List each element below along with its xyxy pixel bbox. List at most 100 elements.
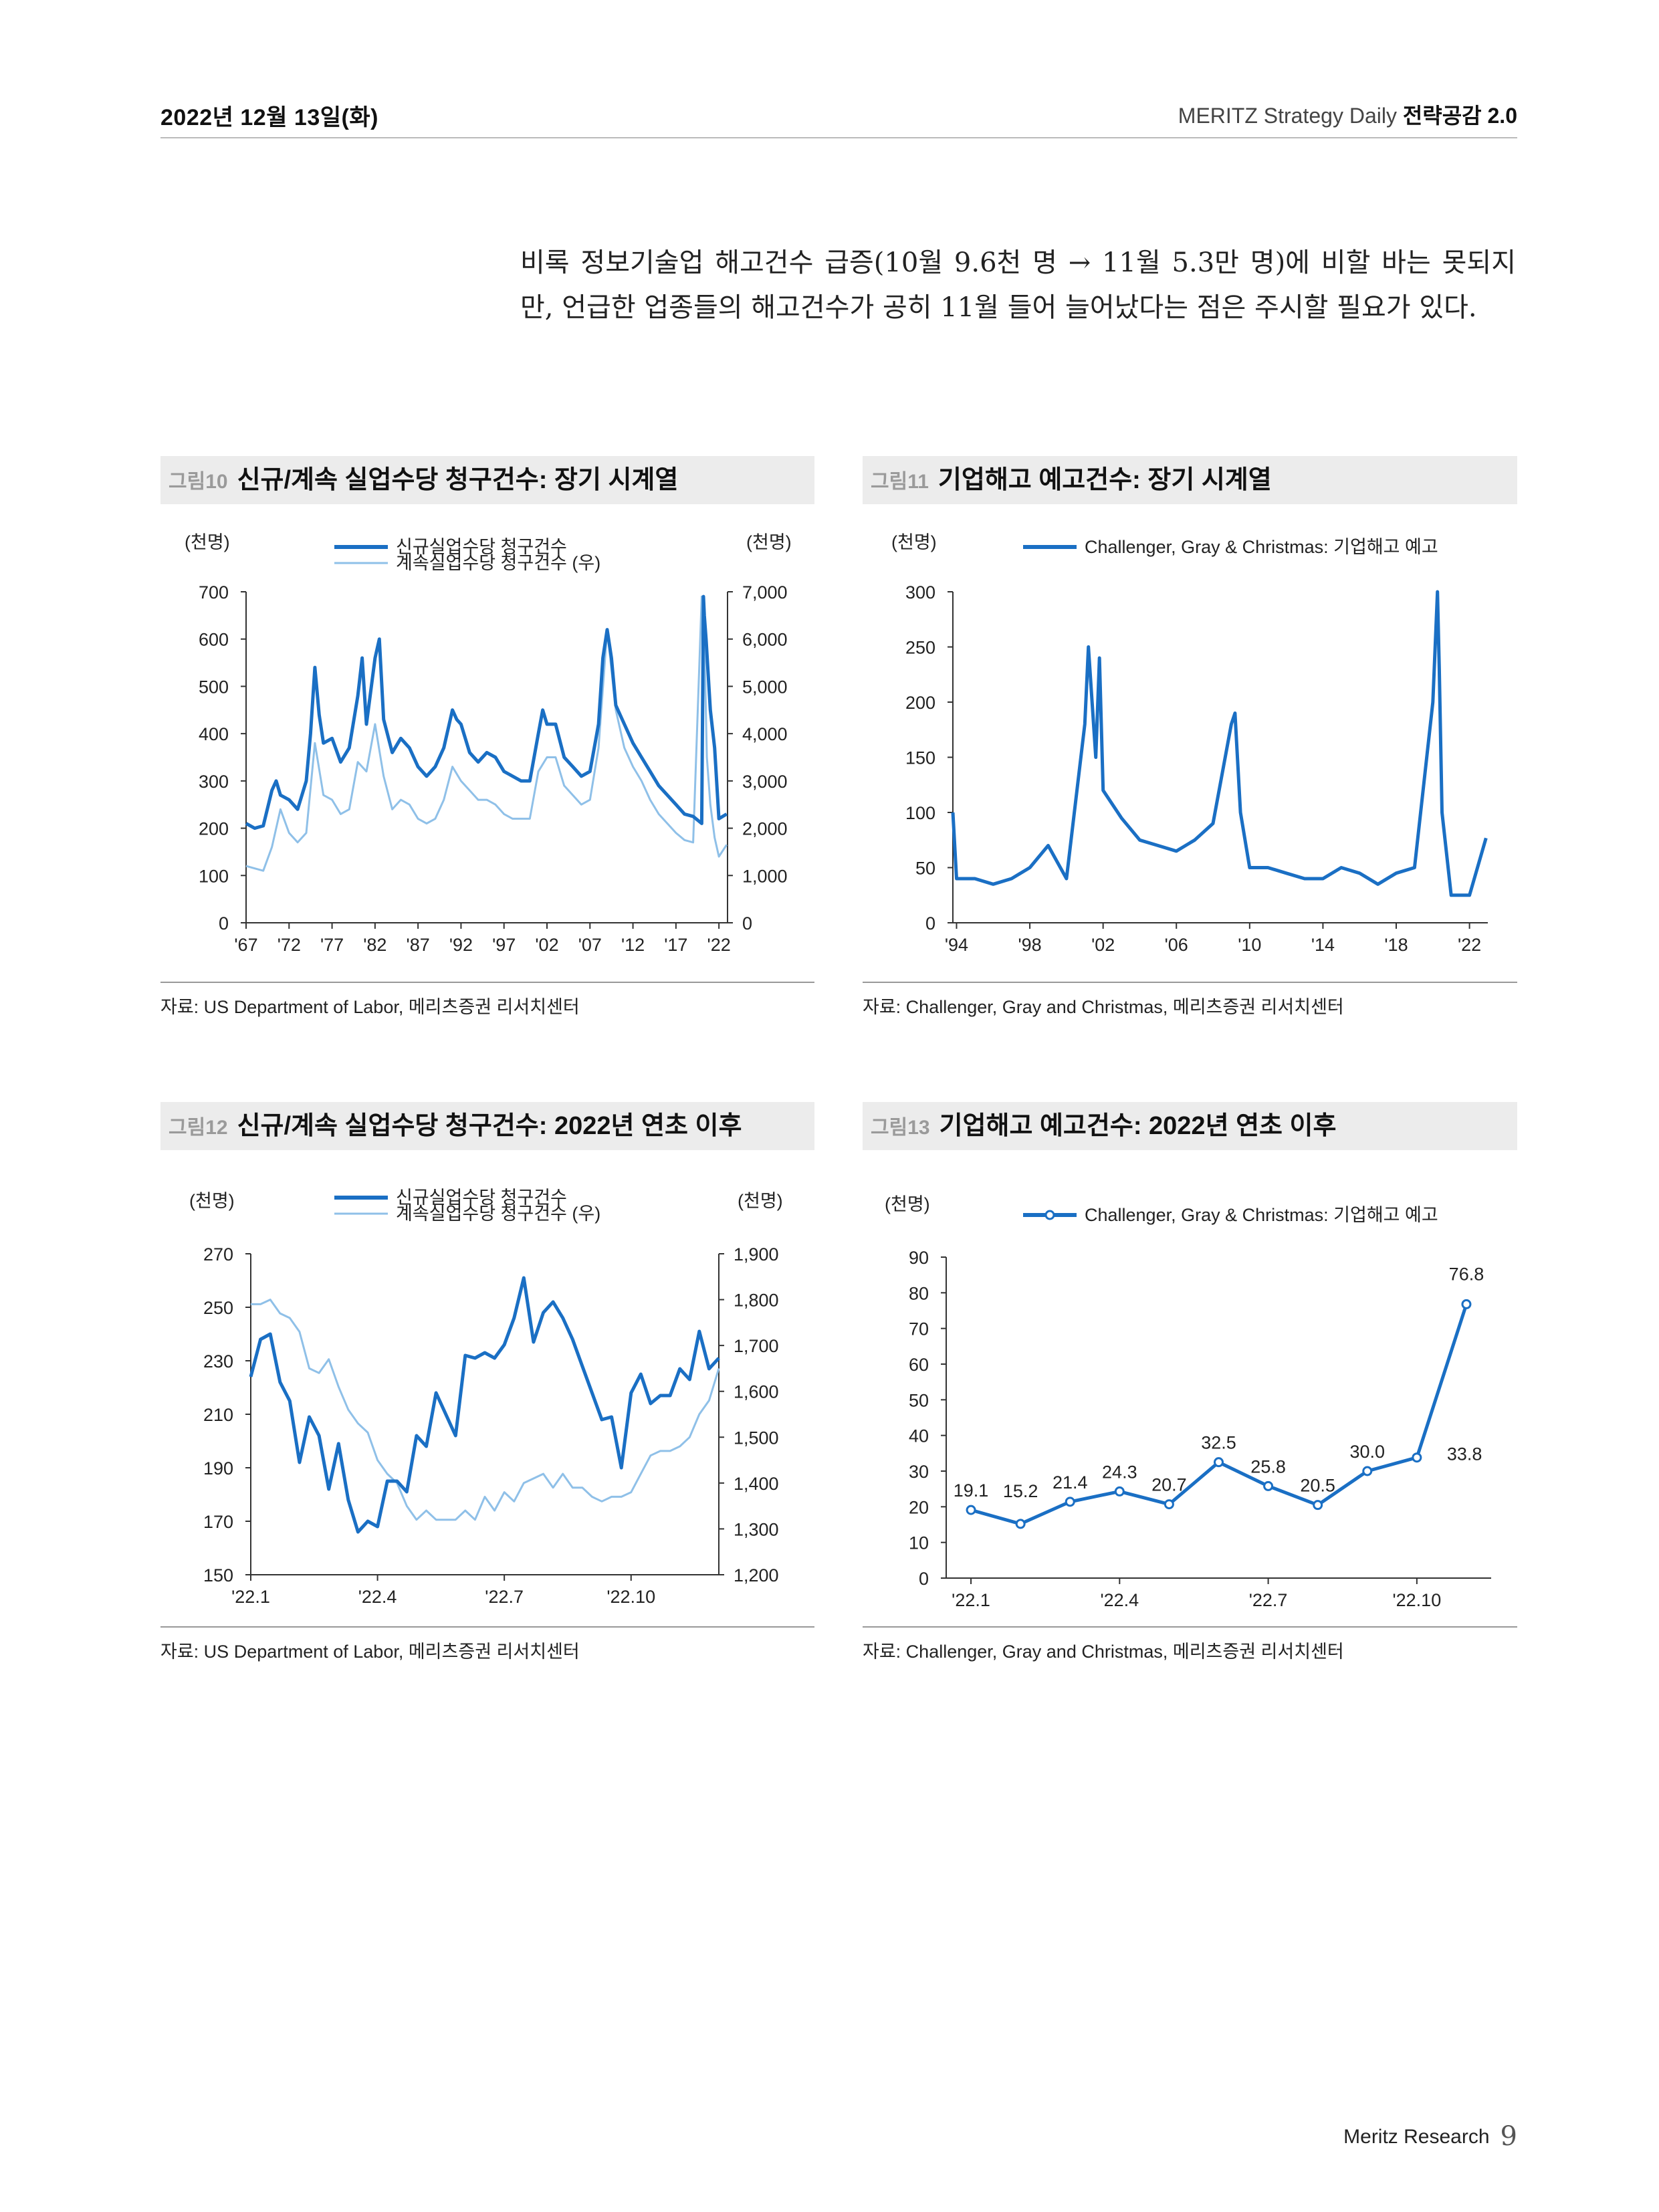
fig12-xtick-label: '22.1	[231, 1587, 270, 1607]
fig13-xtick-label: '22.4	[1100, 1590, 1139, 1610]
fig10-xtick-label: '07	[578, 935, 602, 955]
fig12-ytick-label-right: 1,200	[734, 1565, 779, 1585]
figure-12-number: 그림12	[169, 1117, 228, 1139]
figure-10-number: 그림10	[169, 471, 228, 493]
fig13-xtick-label: '22.10	[1392, 1590, 1441, 1610]
fig10-ytick-label-right: 5,000	[742, 677, 788, 697]
fig10-unit-left: (천명)	[185, 532, 230, 552]
figure-13-title: 그림13 기업해고 예고건수: 2022년 연초 이후	[863, 1102, 1517, 1150]
figure-11-number: 그림11	[871, 471, 929, 493]
fig11-ytick-label-left: 50	[915, 859, 935, 879]
footer-brand: Meritz Research	[1343, 2126, 1490, 2148]
fig11-series-line-0	[951, 590, 1488, 897]
fig10-ytick-label-right: 0	[742, 913, 752, 933]
header-divider	[160, 137, 1517, 138]
series-name: 전략공감 2.0	[1402, 104, 1517, 128]
fig12-ytick-label-right: 1,600	[734, 1382, 779, 1402]
fig11-ytick-label-left: 300	[905, 582, 935, 602]
fig13-ytick-label-left: 80	[909, 1283, 929, 1303]
fig12-ytick-label-right: 1,800	[734, 1291, 779, 1311]
fig13-unit-left: (천명)	[885, 1194, 930, 1214]
figure-11-title: 그림11 기업해고 예고건수: 장기 시계열	[863, 456, 1517, 504]
fig10-xtick-label: '17	[664, 935, 687, 955]
fig13-data-label: 19.1	[954, 1480, 989, 1501]
fig13-ytick-label-left: 40	[909, 1426, 929, 1446]
fig10-xtick-label: '02	[535, 935, 558, 955]
fig13-xtick-label: '22.1	[952, 1590, 990, 1610]
fig13-point	[1164, 1499, 1174, 1510]
fig13-point	[1362, 1466, 1373, 1476]
fig12-ytick-label-right: 1,400	[734, 1474, 779, 1494]
fig13-ytick-label-left: 30	[909, 1462, 929, 1482]
figure-10-source: 자료: US Department of Labor, 메리츠증권 리서치센터	[160, 982, 814, 1018]
figure-11-source: 자료: Challenger, Gray and Christmas, 메리츠증…	[863, 982, 1517, 1018]
fig13-ytick-label-left: 70	[909, 1319, 929, 1339]
fig11-xtick-label: '98	[1018, 935, 1041, 955]
figure-10-title-text: 신규/계속 실업수당 청구건수: 장기 시계열	[237, 466, 679, 494]
figure-11-title-text: 기업해고 예고건수: 장기 시계열	[937, 466, 1272, 494]
fig13-data-label: 20.5	[1300, 1476, 1335, 1496]
fig12-ytick-label-right: 1,500	[734, 1428, 779, 1448]
body-paragraph: 비록 정보기술업 해고건수 급증(10월 9.6천 명 → 11월 5.3만 명…	[520, 247, 1516, 323]
header-date: 2022년 12월 13일(화)	[160, 105, 378, 130]
fig13-point	[1461, 1299, 1472, 1309]
fig11-ytick-label-left: 0	[925, 913, 935, 933]
fig10-xtick-label: '77	[320, 935, 344, 955]
fig12-series-line-0	[249, 1276, 720, 1534]
fig11-xtick-label: '06	[1165, 935, 1188, 955]
fig10-ytick-label-left: 500	[199, 677, 229, 697]
fig13-ytick-label-left: 0	[919, 1569, 929, 1589]
fig13-data-label: 32.5	[1201, 1433, 1236, 1453]
fig11-xtick-label: '22	[1458, 935, 1481, 955]
fig10-ytick-label-right: 7,000	[742, 582, 788, 602]
page-number: 9	[1500, 2121, 1517, 2152]
fig10-xtick-label: '67	[234, 935, 257, 955]
fig13-point	[966, 1505, 976, 1515]
fig10-ytick-label-left: 200	[199, 819, 229, 839]
fig12-ytick-label-left: 270	[203, 1244, 233, 1264]
fig13-data-label: 30.0	[1349, 1442, 1385, 1462]
fig10-ytick-label-right: 4,000	[742, 724, 788, 744]
fig13-ytick-label-left: 50	[909, 1390, 929, 1410]
fig13-data-label: 15.2	[1003, 1481, 1038, 1501]
fig10-unit-right: (천명)	[746, 532, 792, 552]
fig12-ytick-label-right: 1,700	[734, 1336, 779, 1356]
figure-13-number: 그림13	[871, 1117, 930, 1139]
fig13-point	[1263, 1480, 1274, 1491]
fig10-legend-label: 신규실업수당 청구건수	[396, 537, 567, 557]
fig13-data-label: 76.8	[1449, 1264, 1484, 1284]
fig12-ytick-label-left: 150	[203, 1565, 233, 1585]
fig12-unit-right: (천명)	[738, 1191, 783, 1211]
fig12-ytick-label-left: 250	[203, 1298, 233, 1318]
fig10-ytick-label-right: 2,000	[742, 819, 788, 839]
figure-12-title-text: 신규/계속 실업수당 청구건수: 2022년 연초 이후	[237, 1112, 742, 1140]
fig13-point	[1412, 1452, 1422, 1463]
fig13-data-label: 21.4	[1053, 1472, 1088, 1492]
fig10-xtick-label: '12	[621, 935, 645, 955]
fig10-ytick-label-left: 400	[199, 724, 229, 744]
fig11-ytick-label-left: 200	[905, 693, 935, 713]
figure-12-title: 그림12 신규/계속 실업수당 청구건수: 2022년 연초 이후	[160, 1102, 814, 1150]
fig13-point	[1015, 1519, 1026, 1529]
figure-12-source: 자료: US Department of Labor, 메리츠증권 리서치센터	[160, 1626, 814, 1663]
fig10-ytick-label-left: 100	[199, 866, 229, 886]
fig13-ytick-label-left: 20	[909, 1497, 929, 1517]
fig13-point	[1065, 1497, 1075, 1507]
fig11-unit-left: (천명)	[891, 532, 937, 552]
fig11-legend-label: Challenger, Gray & Christmas: 기업해고 예고	[1085, 537, 1438, 557]
fig13-point	[1313, 1500, 1323, 1511]
fig12-ytick-label-left: 170	[203, 1512, 233, 1532]
fig13-data-label: 20.7	[1151, 1475, 1187, 1495]
figure-10-title: 그림10 신규/계속 실업수당 청구건수: 장기 시계열	[160, 456, 814, 504]
fig10-ytick-label-right: 1,000	[742, 866, 788, 886]
fig13-legend-label: Challenger, Gray & Christmas: 기업해고 예고	[1085, 1205, 1438, 1225]
fig10-xtick-label: '87	[407, 935, 430, 955]
fig13-legend-marker	[1044, 1210, 1055, 1220]
fig13-point	[1214, 1457, 1224, 1468]
figure-12-chart: 150 170 190 210 230 250 270 1,200 1,300 1,400 1,50…	[189, 1188, 783, 1607]
fig13-series-line-0	[970, 1303, 1468, 1526]
fig10-xtick-label: '22	[707, 935, 731, 955]
fig11-xtick-label: '10	[1238, 935, 1261, 955]
fig13-data-label: 33.8	[1447, 1444, 1482, 1464]
fig11-ytick-label-left: 150	[905, 748, 935, 768]
